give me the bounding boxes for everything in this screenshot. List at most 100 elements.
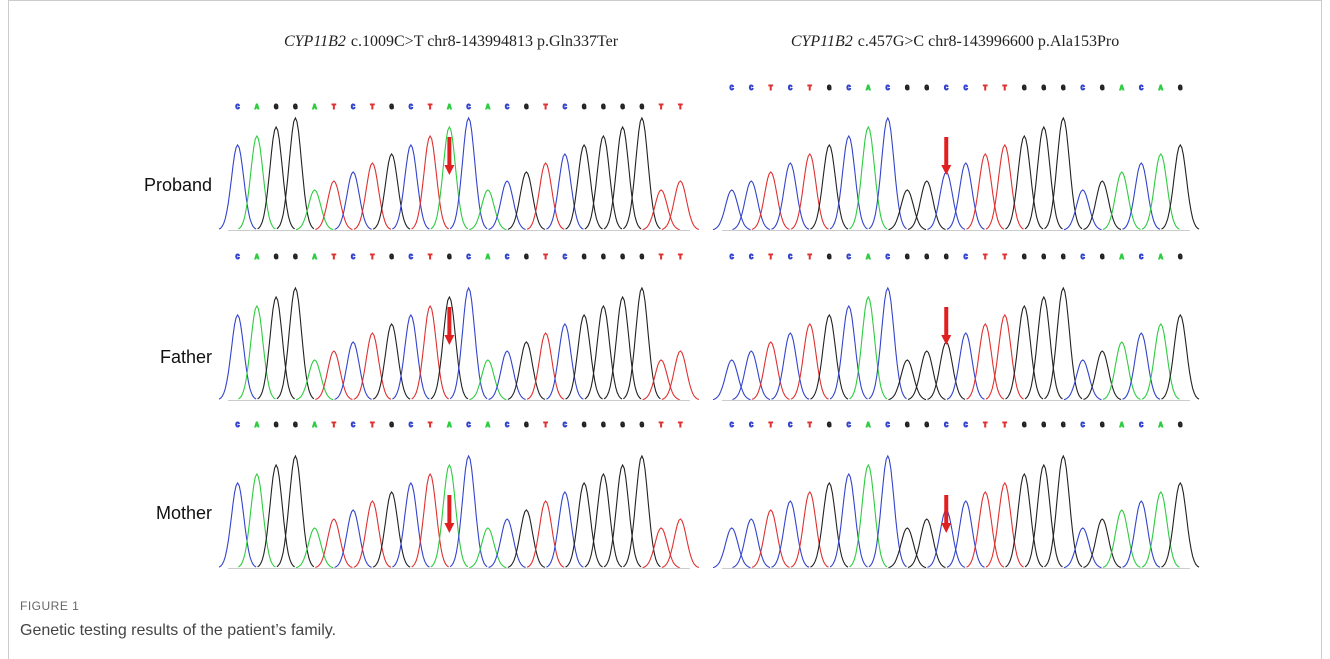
base-call: T xyxy=(544,422,548,430)
base-call: A xyxy=(313,254,318,262)
variant: c.457G>C chr8-143996600 p.Ala153Pro xyxy=(858,33,1119,50)
base-call: C xyxy=(236,422,240,430)
base-call: C xyxy=(788,85,792,93)
base-call: C xyxy=(1139,422,1143,430)
arrow-head xyxy=(941,523,951,533)
trace-peak xyxy=(713,360,751,400)
base-call: A xyxy=(313,104,318,112)
figure-label: FIGURE 1 xyxy=(20,599,79,613)
base-call: G xyxy=(1042,254,1046,262)
base-call: T xyxy=(678,422,682,430)
trace-peak xyxy=(1064,360,1102,400)
base-call: C xyxy=(1081,85,1085,93)
arrow-head xyxy=(941,165,951,175)
base-call: T xyxy=(983,422,987,430)
base-call: G xyxy=(925,85,929,93)
base-call: G xyxy=(274,104,278,112)
base-call: A xyxy=(1120,422,1125,430)
base-call: G xyxy=(1100,85,1104,93)
base-call: C xyxy=(886,85,890,93)
base-call: A xyxy=(1120,85,1125,93)
base-call: C xyxy=(1139,85,1143,93)
trace-peak xyxy=(1064,190,1102,230)
base-call: T xyxy=(332,104,336,112)
base-call: A xyxy=(486,104,491,112)
base-call: G xyxy=(524,104,528,112)
trace-peak xyxy=(469,528,506,568)
base-call: C xyxy=(749,254,753,262)
base-call: A xyxy=(447,104,452,112)
row-label: Mother xyxy=(156,503,212,523)
base-call: G xyxy=(1178,422,1182,430)
base-call: C xyxy=(847,422,851,430)
figure: FIGURE 1 Genetic testing results of the … xyxy=(0,0,1330,659)
frame xyxy=(9,1,1322,659)
base-call: T xyxy=(769,422,773,430)
base-call: G xyxy=(274,254,278,262)
base-call: T xyxy=(769,254,773,262)
base-call: G xyxy=(524,422,528,430)
base-call: A xyxy=(447,422,452,430)
base-call: G xyxy=(905,254,909,262)
base-call: G xyxy=(905,85,909,93)
base-call: C xyxy=(563,104,567,112)
gene-name: CYP11B2 xyxy=(284,33,346,50)
base-call: C xyxy=(730,422,734,430)
trace-peak xyxy=(713,528,751,568)
trace-peak xyxy=(296,360,333,400)
base-call: C xyxy=(788,422,792,430)
panel-title: CYP11B2c.1009C>T chr8-143994813 p.Gln337… xyxy=(284,33,619,50)
trace-peak xyxy=(643,360,680,400)
figure-canvas: FIGURE 1 Genetic testing results of the … xyxy=(0,0,1330,659)
base-call: C xyxy=(351,104,355,112)
base-call: G xyxy=(1061,85,1065,93)
base-call: G xyxy=(390,422,394,430)
base-call: G xyxy=(621,422,625,430)
base-call: G xyxy=(601,104,605,112)
base-call: A xyxy=(1159,254,1164,262)
base-call: G xyxy=(293,104,297,112)
base-call: C xyxy=(409,422,413,430)
base-call: G xyxy=(582,104,586,112)
base-call: G xyxy=(274,422,278,430)
base-call: C xyxy=(886,254,890,262)
trace-peak xyxy=(889,190,927,230)
base-call: C xyxy=(409,104,413,112)
base-call: C xyxy=(505,422,509,430)
trace-peak xyxy=(643,528,680,568)
base-call: G xyxy=(1178,85,1182,93)
base-call: T xyxy=(808,254,812,262)
base-call: C xyxy=(351,254,355,262)
base-call: A xyxy=(486,254,491,262)
base-call: G xyxy=(640,422,644,430)
base-call: C xyxy=(409,254,413,262)
trace-peak xyxy=(713,190,751,230)
base-call: G xyxy=(524,254,528,262)
base-call: C xyxy=(505,254,509,262)
base-call: C xyxy=(788,254,792,262)
base-call: C xyxy=(467,254,471,262)
base-call: T xyxy=(659,104,663,112)
base-call: G xyxy=(640,254,644,262)
base-call: C xyxy=(236,254,240,262)
base-call: C xyxy=(847,85,851,93)
base-call: G xyxy=(1178,254,1182,262)
base-call: G xyxy=(293,254,297,262)
base-call: A xyxy=(866,422,871,430)
base-call: A xyxy=(486,422,491,430)
base-call: G xyxy=(390,104,394,112)
base-call: A xyxy=(313,422,318,430)
base-call: C xyxy=(886,422,890,430)
base-call: A xyxy=(1159,422,1164,430)
base-call: C xyxy=(964,85,968,93)
base-call: G xyxy=(1061,422,1065,430)
base-call: T xyxy=(1003,422,1007,430)
base-call: G xyxy=(1022,85,1026,93)
base-call: G xyxy=(1022,254,1026,262)
base-call: T xyxy=(983,85,987,93)
base-call: G xyxy=(293,422,297,430)
base-call: C xyxy=(563,422,567,430)
base-call: G xyxy=(944,254,948,262)
trace-peak xyxy=(219,145,256,229)
base-call: T xyxy=(428,104,432,112)
